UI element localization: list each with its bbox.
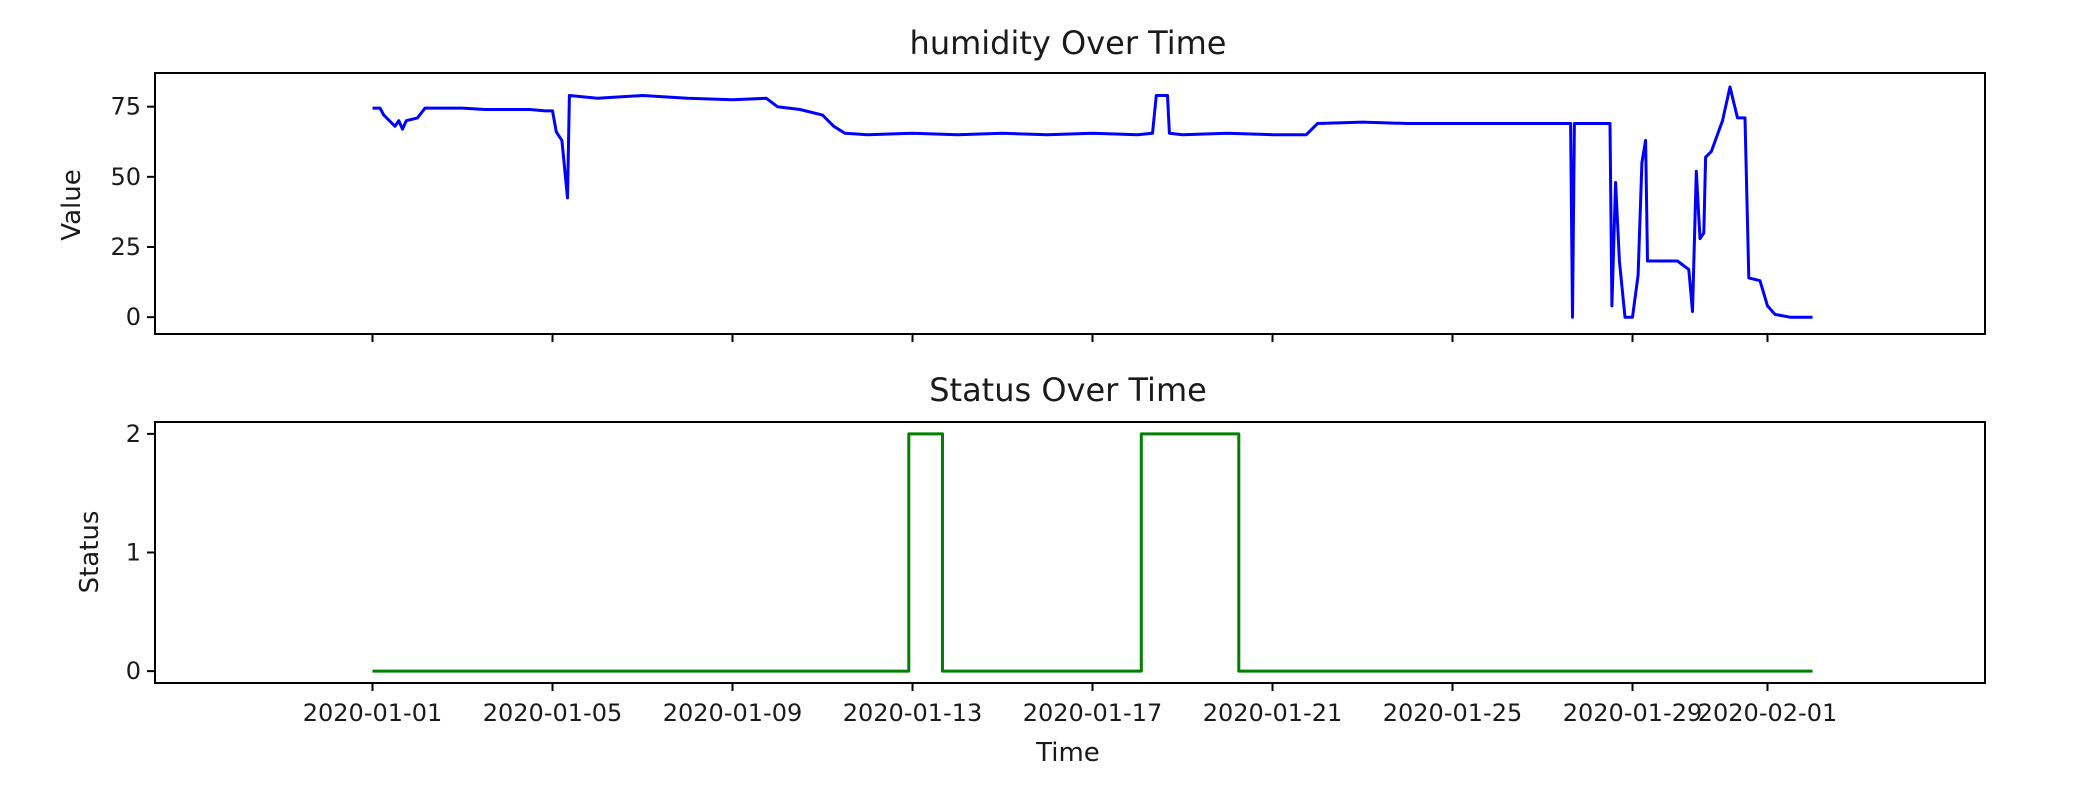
status-plot-frame — [154, 421, 1986, 684]
humidity-subplot: humidity Over Time Value 0 25 50 75 — [57, 24, 1986, 342]
status-chart-title: Status Over Time — [929, 371, 1207, 409]
humidity-x-ticks — [371, 334, 1769, 342]
humidity-series — [372, 85, 1813, 319]
x-tick-label: 2020-01-25 — [1383, 699, 1522, 727]
y-tick-label: 75 — [110, 93, 141, 121]
y-tick-label: 0 — [126, 657, 141, 685]
series-line — [372, 85, 1813, 319]
x-tick-label: 2020-01-17 — [1023, 699, 1162, 727]
status-y-axis-label: Status — [75, 511, 105, 594]
x-tick-label: 2020-01-05 — [483, 699, 622, 727]
y-tick-label: 25 — [110, 233, 141, 261]
humidity-y-axis-label: Value — [57, 169, 87, 240]
y-tick-label: 1 — [126, 539, 141, 567]
x-tick-label: 2020-01-13 — [843, 699, 982, 727]
y-tick-label: 0 — [126, 303, 141, 331]
humidity-plot-frame — [154, 72, 1986, 335]
x-tick-label: 2020-01-29 — [1563, 699, 1702, 727]
status-x-axis-label: Time — [1035, 738, 1100, 768]
status-subplot: Status Over Time Status Time 0 1 2 2020-01… — [75, 371, 1986, 768]
x-tick-label: 2020-01-21 — [1203, 699, 1342, 727]
humidity-chart-title: humidity Over Time — [910, 24, 1227, 62]
status-series — [372, 432, 1813, 673]
y-tick-label: 50 — [110, 163, 141, 191]
series-line — [372, 432, 1813, 673]
x-tick-label: 2020-01-09 — [663, 699, 802, 727]
x-tick-label: 2020-01-01 — [303, 699, 442, 727]
status-x-ticks: 2020-01-01 2020-01-05 2020-01-09 2020-01-13… — [303, 683, 1837, 727]
x-tick-label: 2020-02-01 — [1698, 699, 1837, 727]
y-tick-label: 2 — [126, 420, 141, 448]
humidity-y-ticks: 0 25 50 75 — [110, 93, 155, 331]
status-y-ticks: 0 1 2 — [126, 420, 155, 685]
